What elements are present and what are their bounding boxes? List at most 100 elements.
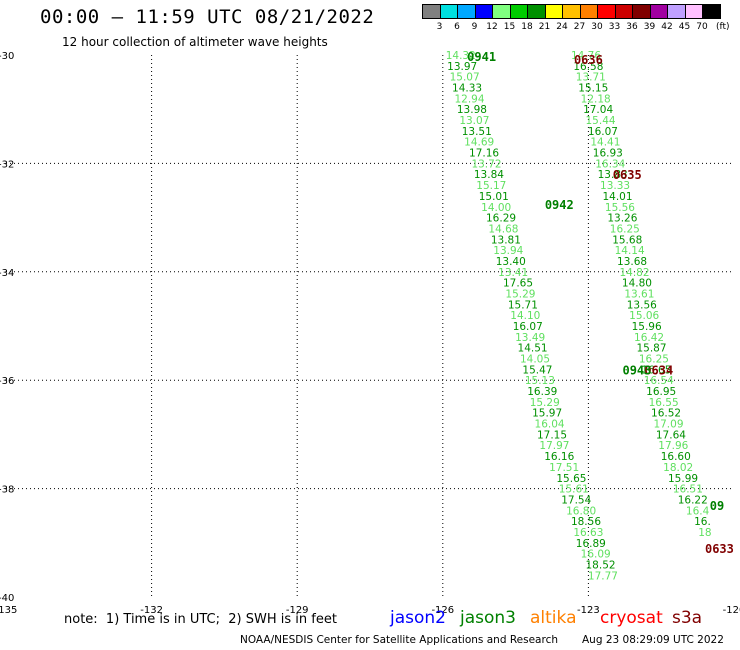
wave-height-label: 14.05 [520,354,550,366]
wave-height-label: 16.25 [639,354,669,366]
wave-height-label: 16.51 [673,484,703,496]
wave-height-label: 16.63 [573,527,603,539]
wave-height-label: 15.13 [525,375,555,387]
scale-tick-label: 9 [471,22,478,32]
wave-height-label: 13.49 [515,332,545,344]
legend-item-altika: altika [530,608,577,628]
scale-tick-label: 3 [436,22,443,32]
footer-note: note: 1) Time is in UTC; 2) SWH is in fe… [64,612,337,627]
wave-height-label: 13.41 [498,267,528,279]
scale-unit: (ft) [716,22,730,32]
wave-height-label: 15.87 [636,343,666,355]
x-tick-label: -123 [577,605,600,616]
pass-time-label: 09 [710,499,724,513]
wave-height-label: 15.29 [530,397,560,409]
wave-height-label: 16.4 [686,505,710,517]
y-tick-label: -36 [0,376,14,387]
wave-height-label: 13.94 [493,245,523,257]
wave-height-label: 16.25 [610,223,640,235]
scale-tick-label: 27 [573,22,586,32]
wave-height-label: 16.89 [576,538,606,550]
wave-height-label: 16.65 [641,364,671,376]
x-tick-label: -126 [431,605,454,616]
wave-height-label: 13.26 [607,213,637,225]
y-tick-label: -30 [0,51,14,62]
scale-tick-label: 12 [486,22,498,32]
wave-height-label: 16.58 [573,61,603,73]
wave-height-label: 17.51 [549,462,579,474]
y-tick-label: -32 [0,159,14,170]
wave-height-label: 18.52 [586,559,616,571]
y-tick-label: -40 [0,593,14,604]
wave-height-label: 16.07 [588,126,618,138]
scale-tick-label: 21 [538,22,551,32]
wave-height-label: 16.42 [634,332,664,344]
wave-height-label: 16.54 [644,375,674,387]
wave-height-label: 16.60 [661,451,691,463]
wave-height-label: 18.02 [663,462,693,474]
pass-time-label: 0634 [644,363,673,377]
page-title: 00:00 – 11:59 UTC 08/21/2022 [40,6,375,28]
scale-tick-label: 6 [454,22,460,32]
x-tick-label: -129 [286,605,309,616]
footer-datestamp: Aug 23 08:29:09 UTC 2022 [582,634,724,646]
wave-height-label: 13.68 [617,256,647,268]
wave-height-label: 15.99 [668,473,698,485]
wave-height-label: 17.54 [561,494,591,506]
wave-height-label: 17.16 [469,148,499,160]
wave-height-label: 15.15 [578,83,608,95]
pass-time-label: 0941 [467,50,496,64]
wave-height-label: 16.22 [678,494,708,506]
wave-height-label: 13.33 [600,180,630,192]
legend-item-jason3: jason3 [460,608,516,628]
wave-height-label: 17.97 [539,440,569,452]
wave-height-label: 14.69 [464,137,494,149]
wave-height-label: 13.71 [576,72,606,84]
wave-height-label: 15.65 [556,473,586,485]
wave-height-label: 15.17 [476,180,506,192]
wave-height-label: 13.61 [624,288,654,300]
scale-tick-label: 24 [556,22,568,32]
y-tick-label: -38 [0,485,14,496]
wave-height-label: 15.96 [632,321,662,333]
wave-height-label: 13.07 [459,115,489,127]
wave-height-label: 14.82 [619,267,649,279]
wave-height-label: 14.32 [446,50,476,62]
wave-height-label: 16.29 [486,213,516,225]
wave-height-label: 17.96 [658,440,688,452]
wave-height-label: 15.44 [586,115,616,127]
wave-height-label: 16.52 [651,408,681,420]
wave-height-label: 14.51 [518,343,548,355]
wave-height-label: 12.94 [454,93,484,105]
wave-height-label: 14.76 [571,50,601,62]
wave-height-label: 13.98 [457,104,487,116]
wave-height-label: 16.04 [535,419,565,431]
wave-height-label: 15.47 [522,364,552,376]
wave-height-label: 13.97 [447,61,477,73]
scale-tick-label: 39 [643,22,656,32]
wave-height-label: 15.68 [612,234,642,246]
scale-tick-label: 42 [661,22,673,32]
wave-height-label: 16.39 [527,386,557,398]
wave-height-label: 17.65 [503,278,533,290]
wave-height-label: 15.06 [629,310,659,322]
wave-height-label: 14.00 [481,202,511,214]
scale-tick-label: 33 [608,22,621,32]
scale-tick-label: 45 [678,22,691,32]
wave-height-label: 16.80 [566,505,596,517]
wave-height-label: 17.09 [653,419,683,431]
wave-height-label: 13.84 [474,169,504,181]
wave-height-label: 16.93 [593,148,623,160]
y-tick-label: -34 [0,268,14,279]
scale-tick-label: 15 [503,22,516,32]
wave-height-label: 15.07 [450,72,480,84]
wave-height-label: 14.10 [510,310,540,322]
wave-height-label: 12.18 [581,93,611,105]
wave-height-label: 13.51 [462,126,492,138]
wave-height-label: 15.61 [559,484,589,496]
wave-height-label: 13.40 [496,256,526,268]
scale-tick-label: 30 [591,22,603,32]
pass-time-label: 0942 [545,198,574,212]
legend-item-s3a: s3a [672,608,703,628]
wave-height-label: 13.81 [491,234,521,246]
